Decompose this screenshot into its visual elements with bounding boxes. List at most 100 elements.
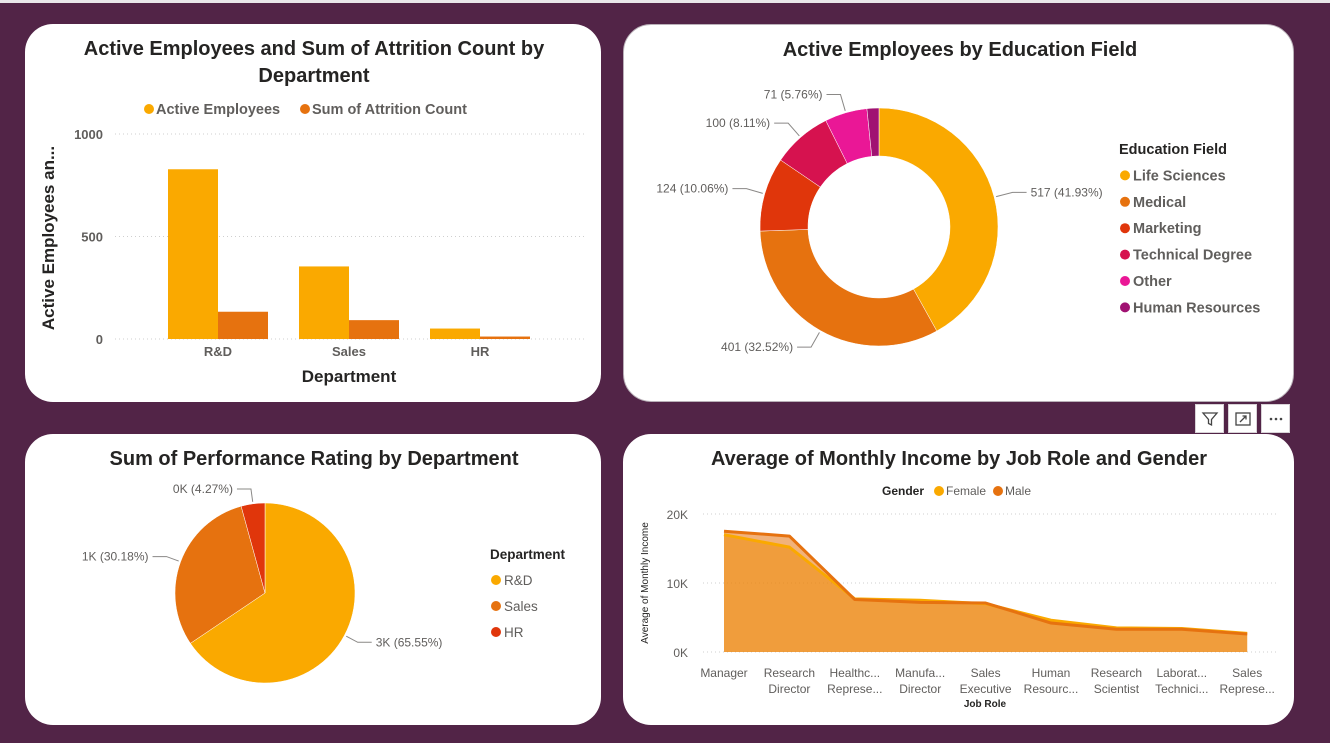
donut-data-label: 401 (32.52%) bbox=[721, 340, 793, 354]
donut-data-label: 517 (41.93%) bbox=[1031, 185, 1103, 199]
visual-toolbar bbox=[1195, 404, 1290, 434]
donut-leader-line bbox=[797, 332, 820, 348]
x-tick-label: Represe... bbox=[1220, 682, 1275, 696]
bar-active bbox=[299, 266, 349, 339]
donut-slice bbox=[878, 107, 999, 332]
legend-title: Department bbox=[490, 547, 566, 562]
line-male bbox=[723, 529, 1248, 636]
chart-title: Sum of Performance Rating by Department bbox=[110, 448, 519, 470]
legend-label: Active Employees bbox=[156, 102, 280, 118]
legend-label: Female bbox=[946, 484, 986, 498]
y-tick-label: 0K bbox=[673, 646, 688, 660]
legend-label: Life Sciences bbox=[1133, 168, 1226, 184]
donut-leader-line bbox=[774, 122, 800, 137]
legend-label: R&D bbox=[504, 573, 533, 588]
x-tick-label: Sales bbox=[332, 344, 366, 359]
area-male bbox=[724, 531, 1248, 652]
legend-label: Male bbox=[1005, 484, 1031, 498]
y-axis-title: Active Employees an... bbox=[39, 146, 58, 330]
x-tick-label: Director bbox=[768, 682, 810, 696]
focus-mode-icon[interactable] bbox=[1228, 404, 1257, 433]
donut-data-label: 100 (8.11%) bbox=[706, 116, 770, 130]
legend-label: Sum of Attrition Count bbox=[312, 102, 467, 118]
pie-slice bbox=[240, 502, 266, 594]
attrition-by-department-card[interactable]: Active Employees and Sum of Attrition Co… bbox=[25, 24, 601, 402]
legend-marker bbox=[1120, 249, 1130, 260]
y-tick-label: 20K bbox=[667, 508, 688, 522]
legend-marker bbox=[1120, 302, 1130, 313]
education-field-card[interactable]: Active Employees by Education Field 517 (… bbox=[623, 24, 1294, 402]
x-tick-label: Healthc... bbox=[829, 666, 880, 680]
donut-leader-line bbox=[826, 93, 846, 111]
legend-marker bbox=[993, 486, 1003, 496]
bar-active bbox=[168, 169, 218, 339]
bar-active bbox=[430, 328, 480, 339]
x-tick-label: Represe... bbox=[827, 682, 882, 696]
legend-marker bbox=[1120, 196, 1130, 207]
performance-pie-chart: Sum of Performance Rating by Department 3… bbox=[82, 448, 566, 684]
x-tick-label: Manager bbox=[700, 666, 747, 680]
chart-title: Average of Monthly Income by Job Role an… bbox=[711, 448, 1207, 470]
y-tick-label: 1000 bbox=[74, 127, 103, 142]
legend-label: Human Resources bbox=[1133, 300, 1260, 316]
income-area-chart: Average of Monthly Income by Job Role an… bbox=[640, 448, 1278, 710]
education-donut-chart: Active Employees by Education Field 517 (… bbox=[656, 39, 1260, 354]
legend-label: Marketing bbox=[1133, 221, 1202, 237]
top-strip bbox=[0, 0, 1330, 3]
pie-data-label: 0K (4.27%) bbox=[173, 482, 233, 496]
x-tick-label: Research bbox=[1091, 666, 1142, 680]
x-tick-label: Executive bbox=[960, 682, 1012, 696]
legend-marker bbox=[934, 486, 944, 496]
donut-data-label: 71 (5.76%) bbox=[764, 87, 823, 101]
x-tick-label: Human bbox=[1032, 666, 1071, 680]
y-tick-label: 0 bbox=[96, 332, 103, 347]
bar-attrition bbox=[349, 320, 399, 339]
donut-slice bbox=[759, 229, 938, 347]
attrition-bar-chart: Active Employees and Sum of Attrition Co… bbox=[39, 38, 587, 386]
y-tick-label: 500 bbox=[81, 230, 103, 245]
legend-label: Technical Degree bbox=[1133, 248, 1252, 264]
donut-data-label: 124 (10.06%) bbox=[656, 182, 728, 196]
legend-marker bbox=[491, 627, 501, 637]
legend-marker bbox=[491, 601, 501, 611]
legend-title: Education Field bbox=[1119, 142, 1227, 158]
x-axis-title: Department bbox=[302, 367, 397, 386]
filter-icon[interactable] bbox=[1195, 404, 1224, 433]
legend-label: HR bbox=[504, 625, 524, 640]
legend-label: Sales bbox=[504, 599, 538, 614]
legend-marker bbox=[1120, 223, 1130, 234]
legend-marker bbox=[1120, 276, 1130, 286]
x-axis-title: Job Role bbox=[964, 699, 1007, 710]
legend-marker bbox=[144, 104, 154, 114]
monthly-income-card[interactable]: Average of Monthly Income by Job Role an… bbox=[623, 434, 1294, 725]
x-tick-label: Manufa... bbox=[895, 666, 945, 680]
pie-leader-line bbox=[346, 635, 372, 643]
legend-marker bbox=[1120, 170, 1130, 181]
x-tick-label: Sales bbox=[971, 666, 1001, 680]
pie-data-label: 1K (30.18%) bbox=[82, 550, 149, 564]
x-tick-label: Technici... bbox=[1155, 682, 1208, 696]
legend-label: Medical bbox=[1133, 195, 1186, 211]
chart-title-line: Active Employees and Sum of Attrition Co… bbox=[84, 38, 545, 60]
donut-leader-line bbox=[732, 188, 763, 194]
legend-marker bbox=[300, 104, 310, 114]
legend-title: Gender bbox=[882, 484, 924, 498]
x-tick-label: Sales bbox=[1232, 666, 1262, 680]
more-options-icon[interactable] bbox=[1261, 404, 1290, 433]
chart-title: Active Employees by Education Field bbox=[783, 39, 1138, 61]
x-tick-label: Laborat... bbox=[1156, 666, 1207, 680]
y-tick-label: 10K bbox=[667, 577, 688, 591]
x-tick-label: Director bbox=[899, 682, 941, 696]
x-tick-label: Resourc... bbox=[1024, 682, 1079, 696]
legend-marker bbox=[491, 575, 501, 585]
performance-rating-card[interactable]: Sum of Performance Rating by Department 3… bbox=[25, 434, 601, 725]
x-tick-label: Scientist bbox=[1094, 682, 1140, 696]
chart-title-line: Department bbox=[258, 65, 369, 87]
pie-slice bbox=[190, 502, 356, 684]
y-axis-title: Average of Monthly Income bbox=[640, 522, 651, 644]
x-tick-label: Research bbox=[764, 666, 815, 680]
legend-label: Other bbox=[1133, 274, 1172, 290]
pie-leader-line bbox=[152, 556, 179, 562]
pie-slice bbox=[174, 505, 266, 644]
pie-data-label: 3K (65.55%) bbox=[376, 635, 443, 649]
